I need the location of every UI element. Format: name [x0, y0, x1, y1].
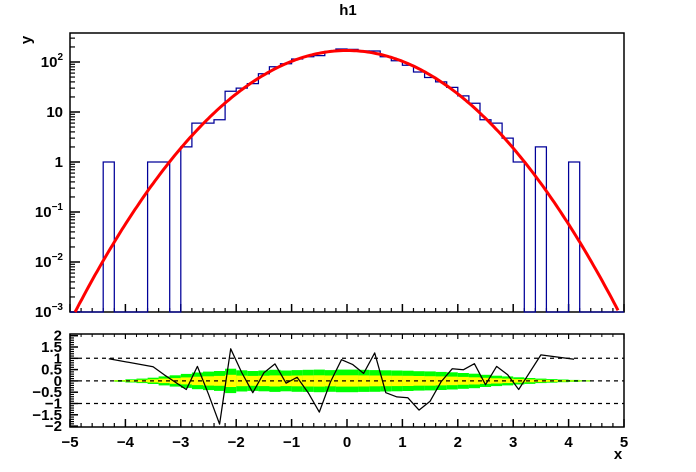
band-1sigma-bin [480, 377, 492, 384]
x-tick-label: −2 [228, 434, 245, 451]
band-1sigma-bin [468, 377, 480, 385]
y-tick-label: 1 [55, 154, 63, 171]
residual-y-tick-label: 0 [54, 373, 62, 390]
x-tick-label: −5 [61, 434, 78, 451]
x-tick-label: 0 [343, 434, 351, 451]
x-axis-title: x [614, 446, 623, 463]
band-1sigma-bin [158, 378, 170, 384]
x-tick-label: −4 [117, 434, 135, 451]
band-1sigma-bin [214, 375, 226, 386]
band-1sigma-bin [446, 376, 458, 386]
residual-y-tick-label: −0.5 [32, 384, 62, 401]
x-tick-label: 5 [620, 434, 628, 451]
residual-y-tick-label: 1 [54, 350, 62, 367]
x-tick-label: 3 [509, 434, 517, 451]
band-1sigma-bin [413, 376, 425, 386]
residual-y-tick-label: 2 [54, 328, 62, 345]
y-axis-title: y [18, 35, 35, 44]
band-1sigma-bin [247, 375, 259, 386]
gaussian-fit-curve [73, 49, 620, 313]
band-1sigma-bin [502, 378, 514, 384]
band-1sigma-bin [535, 379, 547, 383]
chart-title: h1 [339, 2, 357, 19]
band-1sigma-bin [557, 380, 569, 382]
x-tick-label: 1 [398, 434, 406, 451]
band-1sigma-bin [358, 375, 370, 387]
residual-line [108, 348, 575, 425]
residual-y-tick-label: −1 [45, 396, 62, 413]
x-tick-label: 4 [564, 434, 573, 451]
band-1sigma-bin [125, 380, 137, 382]
residual-y-tick-label: −1.5 [32, 407, 62, 424]
residual-y-tick-label: 0.5 [41, 362, 62, 379]
band-1sigma-bin [180, 377, 192, 385]
residual-y-tick-label: 1.5 [41, 339, 62, 356]
band-1sigma-bin [391, 375, 403, 387]
y-tick-label: 10−1 [35, 202, 64, 221]
band-1sigma-bin [335, 375, 347, 387]
y-tick-label: 10−3 [35, 302, 64, 321]
x-tick-label: −1 [283, 434, 300, 451]
residual-y-tick-label: −2 [45, 418, 62, 435]
y-tick-label: 10 [46, 104, 63, 121]
band-1sigma-bin [302, 375, 314, 387]
y-tick-label: 10−2 [35, 252, 64, 271]
y-tick-label: 102 [41, 52, 64, 71]
band-1sigma-bin [269, 375, 281, 387]
band-1sigma-bin [191, 376, 203, 386]
x-tick-label: 2 [454, 434, 462, 451]
x-tick-label: −3 [172, 434, 189, 451]
